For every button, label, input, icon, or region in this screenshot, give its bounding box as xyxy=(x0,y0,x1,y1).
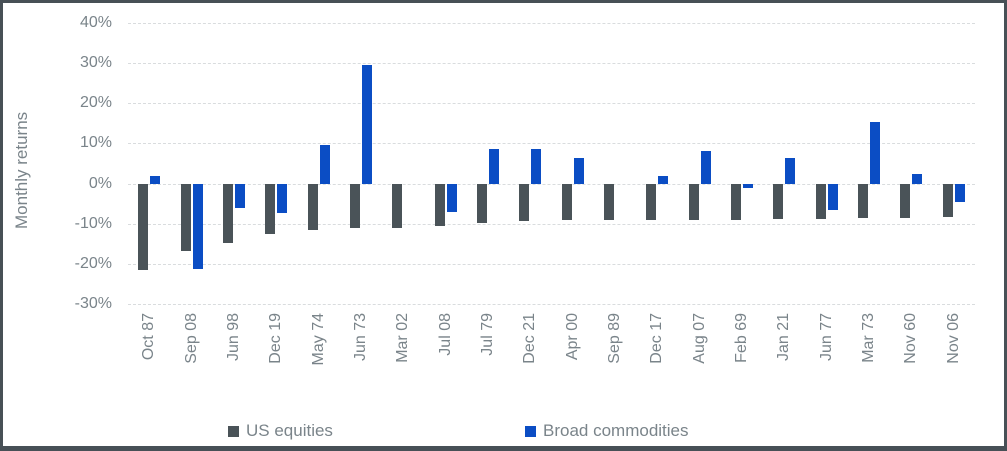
x-axis-label: Jun 98 xyxy=(224,313,242,362)
bar-broad-commodities xyxy=(743,183,754,188)
legend-label-broad-commodities: Broad commodities xyxy=(543,421,689,440)
bar-us-equities xyxy=(222,183,233,243)
bar-broad-commodities xyxy=(531,148,542,184)
bar-broad-commodities xyxy=(319,145,330,184)
x-axis-label: Dec 17 xyxy=(648,313,666,364)
x-axis-label: Aug 07 xyxy=(690,313,708,364)
legend-label-us-equities: US equities xyxy=(246,421,333,440)
bar-broad-commodities xyxy=(488,148,499,184)
y-tick-label: 10% xyxy=(79,134,112,152)
x-axis-label: Oct 87 xyxy=(140,313,158,361)
x-axis-label: Jul 79 xyxy=(478,313,496,356)
y-tick-label: 0% xyxy=(88,174,112,192)
x-axis-label: May 74 xyxy=(309,313,327,366)
x-axis-label: Nov 06 xyxy=(944,313,962,364)
bar-us-equities xyxy=(138,183,149,270)
gridline xyxy=(128,63,975,65)
y-tick-label: -10% xyxy=(74,214,112,232)
bar-us-equities xyxy=(349,183,360,228)
bar-us-equities xyxy=(858,183,869,219)
bar-us-equities xyxy=(265,183,276,234)
bar-us-equities xyxy=(434,183,445,227)
x-axis-label: Dec 19 xyxy=(267,313,285,364)
x-axis-label: Feb 69 xyxy=(733,313,751,363)
x-axis-label: Jun 77 xyxy=(817,313,835,362)
legend-item-broad-commodities: Broad commodities xyxy=(525,421,689,441)
bar-broad-commodities xyxy=(658,176,669,184)
legend-item-us-equities: US equities xyxy=(228,421,333,441)
bar-broad-commodities xyxy=(573,157,584,184)
bar-broad-commodities xyxy=(192,183,203,270)
y-tick-label: -20% xyxy=(74,254,112,272)
bar-us-equities xyxy=(307,183,318,231)
bar-us-equities xyxy=(180,183,191,251)
bar-broad-commodities xyxy=(912,174,923,184)
x-axis-label: Sep 89 xyxy=(606,313,624,364)
bar-us-equities xyxy=(392,183,403,228)
bar-broad-commodities xyxy=(446,183,457,212)
bar-us-equities xyxy=(815,183,826,220)
gridline xyxy=(128,103,975,105)
bar-us-equities xyxy=(519,183,530,221)
bar-us-equities xyxy=(900,183,911,218)
us-equities-swatch xyxy=(228,425,239,437)
bar-broad-commodities xyxy=(234,183,245,208)
bar-us-equities xyxy=(561,183,572,221)
y-tick-label: 40% xyxy=(79,14,112,31)
bar-broad-commodities xyxy=(870,121,881,184)
x-axis-label: Jun 73 xyxy=(351,313,369,362)
bar-us-equities xyxy=(646,183,657,221)
bar-broad-commodities xyxy=(954,183,965,203)
x-axis-label: Mar 02 xyxy=(394,313,412,363)
plot-area xyxy=(128,23,975,305)
broad-commodities-swatch xyxy=(525,425,536,437)
bar-us-equities xyxy=(942,183,953,217)
gridline xyxy=(128,304,975,305)
gridline xyxy=(128,223,975,225)
bar-broad-commodities xyxy=(277,183,288,213)
gridline xyxy=(128,183,975,185)
bar-us-equities xyxy=(731,183,742,220)
x-axis-label: Mar 73 xyxy=(860,313,878,363)
bar-broad-commodities xyxy=(361,65,372,184)
x-axis-label: Apr 00 xyxy=(563,313,581,361)
y-axis-title: Monthly returns xyxy=(12,111,31,229)
bar-broad-commodities xyxy=(785,157,796,184)
y-tick-label: 30% xyxy=(79,54,112,72)
bar-broad-commodities xyxy=(700,151,711,184)
bar-broad-commodities xyxy=(827,183,838,211)
gridline xyxy=(128,143,975,145)
bar-us-equities xyxy=(604,183,615,221)
bar-us-equities xyxy=(773,183,784,220)
gridline xyxy=(128,23,975,24)
x-axis-label: Sep 08 xyxy=(182,313,200,364)
x-axis-label: Jul 08 xyxy=(436,313,454,356)
bar-us-equities xyxy=(476,183,487,223)
gridline xyxy=(128,263,975,265)
bar-broad-commodities xyxy=(150,175,161,184)
x-axis-label: Nov 60 xyxy=(902,313,920,364)
y-tick-label: 20% xyxy=(79,94,112,112)
x-axis-label: Jan 21 xyxy=(775,313,793,362)
y-tick-label: -30% xyxy=(74,295,112,312)
x-axis-label: Dec 21 xyxy=(521,313,539,364)
bar-us-equities xyxy=(688,183,699,220)
